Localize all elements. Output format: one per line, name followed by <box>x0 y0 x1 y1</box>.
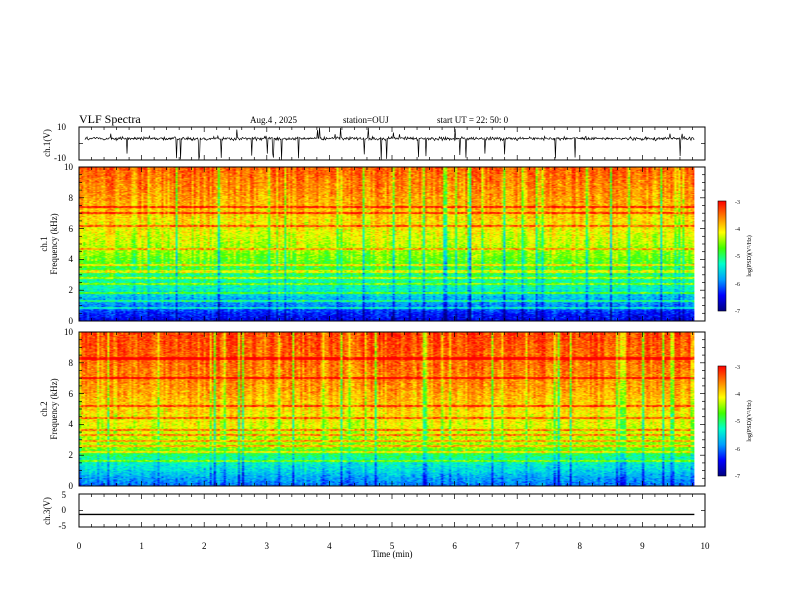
ch2-colorbar-tick-m6: -6 <box>735 447 740 453</box>
ch1-ytick-top: 10 <box>57 122 67 132</box>
time-tick-label-2: 2 <box>202 541 207 551</box>
spec1-ytick-0: 0 <box>69 316 74 326</box>
spec2-ytick-4: 4 <box>69 419 74 429</box>
time-tick-label-5: 5 <box>390 541 395 551</box>
ch2-colorbar-ticks: -3 -4 -5 -6 -7 <box>735 365 740 480</box>
ch1-tick-marks <box>78 126 706 161</box>
ch3-ytick-5: 5 <box>62 490 67 500</box>
ch1-colorbar-tick-m6: -6 <box>735 282 740 288</box>
spec1-ytick-2: 2 <box>69 285 74 295</box>
time-tick-label-7: 7 <box>515 541 520 551</box>
ch2-spectrogram <box>79 332 695 486</box>
ch3-ylabel: ch.3(V) <box>42 497 52 525</box>
ch1-ytick-bottom: -10 <box>54 153 66 163</box>
time-tick-label-4: 4 <box>327 541 332 551</box>
ch2-colorbar-tick-m3: -3 <box>735 365 740 371</box>
ch2-colorbar-tick-m5: -5 <box>735 419 740 425</box>
ch1-colorbar-tick-m7: -7 <box>735 309 740 315</box>
ch1-trace <box>84 127 695 160</box>
time-tick-label-6: 6 <box>452 541 457 551</box>
ch1-colorbar-ticks: -3 -4 -5 -6 -7 <box>735 200 740 315</box>
ch2-colorbar <box>717 365 727 477</box>
spec1-ytick-8: 8 <box>69 193 74 203</box>
ch1-spectrogram-ytick-labels: 0 2 4 6 8 10 <box>64 162 74 326</box>
start-time-label: start UT = 22: 50: 0 <box>437 115 509 125</box>
ch1-waveform-plot <box>84 127 695 160</box>
spec2-ytick-6: 6 <box>69 389 74 399</box>
time-tick-label-0: 0 <box>77 541 82 551</box>
spec2-ytick-8: 8 <box>69 358 74 368</box>
ch1-spectrogram-panel: 0 2 4 6 8 10 ch.1 Frequency (kHz) -3 -4 … <box>39 162 753 326</box>
ch2-spectrogram-tick-marks <box>78 331 706 487</box>
time-tick-label-9: 9 <box>640 541 645 551</box>
time-tick-label-1: 1 <box>139 541 144 551</box>
ch1-colorbar-tick-m5: -5 <box>735 254 740 260</box>
spec2-ytick-2: 2 <box>69 450 74 460</box>
ch2-spectrogram-ylabel-channel: ch.2 <box>39 401 49 416</box>
ch3-ytick-0: 0 <box>62 505 67 515</box>
spec2-ytick-10: 10 <box>64 327 74 337</box>
spec2-ytick-0: 0 <box>69 481 74 491</box>
ch1-colorbar-tick-m4: -4 <box>735 227 740 233</box>
ch2-spectrogram-panel: 0 2 4 6 8 10 ch.2 Frequency (kHz) -3 -4 … <box>39 327 753 491</box>
spec1-ytick-4: 4 <box>69 254 74 264</box>
ch2-spectrogram-ytick-labels: 0 2 4 6 8 10 <box>64 327 74 491</box>
ch3-ytick-m5: -5 <box>59 521 67 531</box>
ch2-spectrogram-ylabel-frequency: Frequency (kHz) <box>49 378 59 439</box>
ch1-colorbar-tick-m3: -3 <box>735 200 740 206</box>
ch1-colorbar-label: log(PSD)(V²/Hz) <box>746 235 753 276</box>
figure-title: VLF Spectra <box>79 112 141 126</box>
date-label: Aug.4 , 2025 <box>250 115 297 125</box>
ch1-spectrogram <box>79 167 695 321</box>
time-tick-label-8: 8 <box>578 541 583 551</box>
ch3-waveform-panel: 5 0 -5 ch.3(V) <box>42 490 706 531</box>
time-axis-label: Time (min) <box>372 549 413 559</box>
ch1-ylabel: ch.1(V) <box>42 129 52 157</box>
ch2-colorbar-label: log(PSD)(V²/Hz) <box>746 400 753 441</box>
ch3-tick-marks <box>78 493 706 528</box>
time-axis-tick-labels: 0 1 2 3 4 5 6 7 8 9 10 <box>77 541 710 551</box>
ch2-colorbar-tick-m7: -7 <box>735 474 740 480</box>
ch1-colorbar <box>717 200 727 312</box>
ch1-spectrogram-tick-marks <box>78 166 706 322</box>
ch1-spectrogram-ylabel-channel: ch.1 <box>39 236 49 251</box>
time-tick-label-3: 3 <box>265 541 270 551</box>
time-tick-label-10: 10 <box>701 541 711 551</box>
ch1-spectrogram-ylabel-frequency: Frequency (kHz) <box>49 213 59 274</box>
ch1-waveform-panel: 10 -10 ch.1(V) <box>42 122 706 163</box>
spec1-ytick-10: 10 <box>64 162 74 172</box>
spec1-ytick-6: 6 <box>69 224 74 234</box>
ch2-colorbar-tick-m4: -4 <box>735 392 740 398</box>
station-label: station=OUJ <box>343 115 389 125</box>
